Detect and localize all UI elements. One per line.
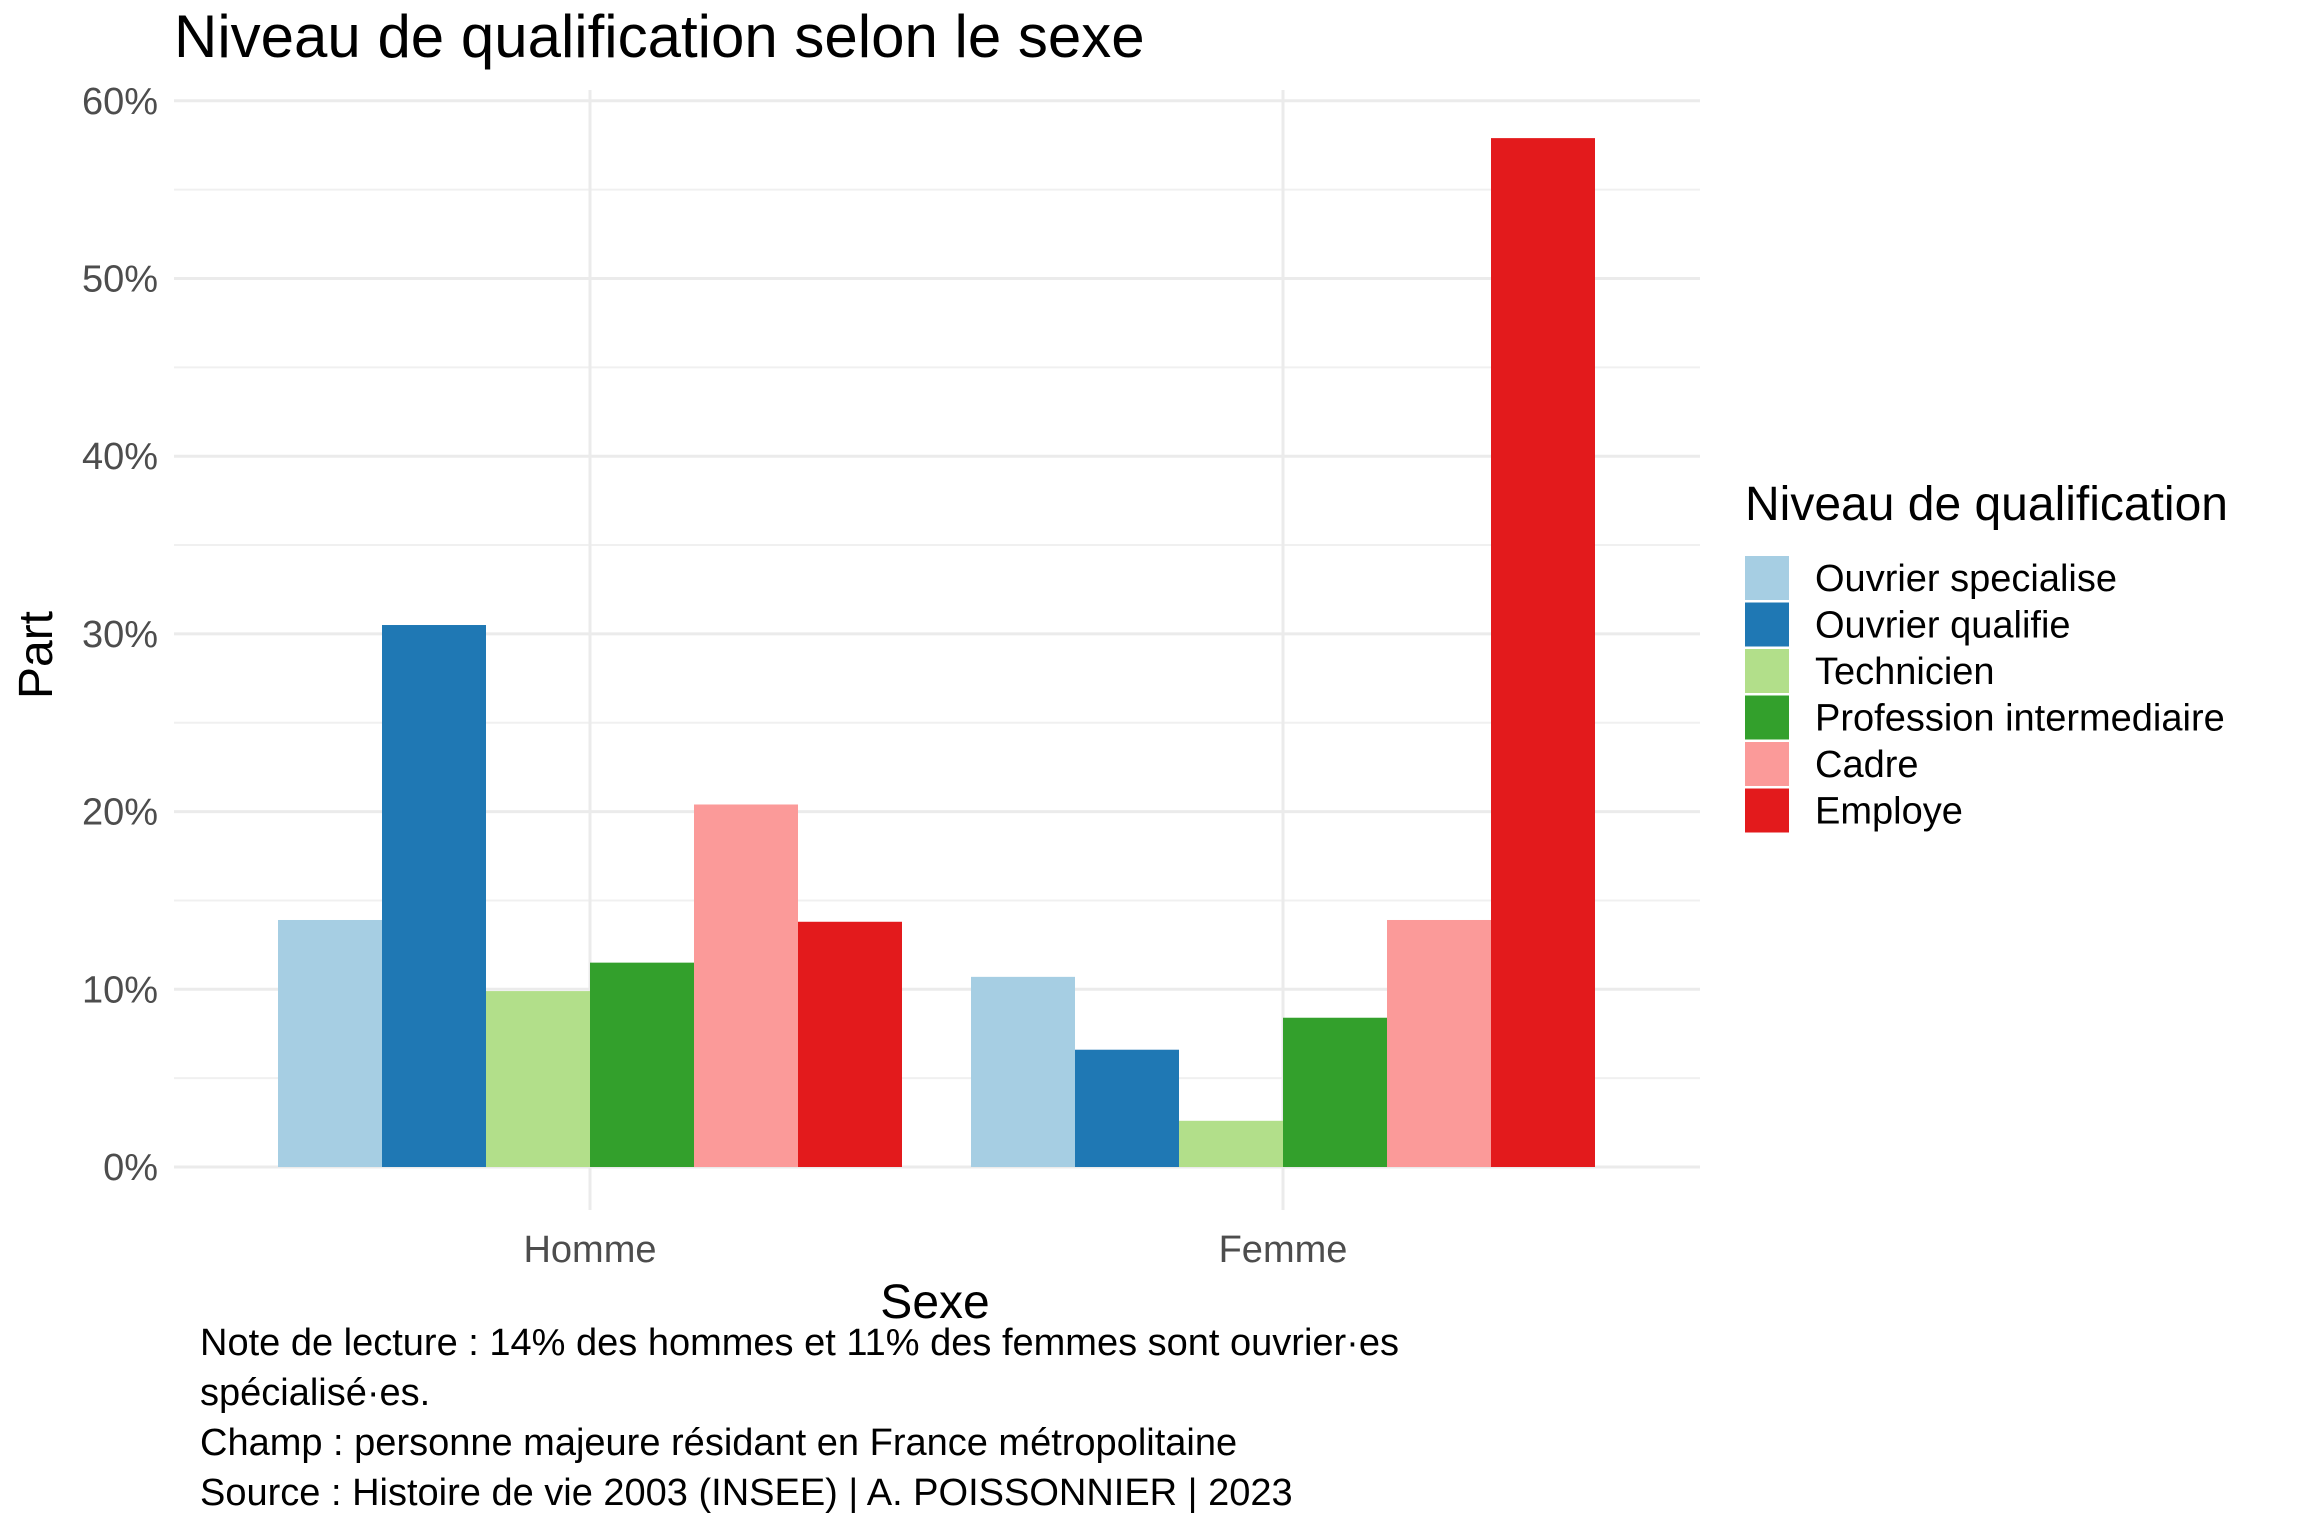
caption-reading-note: Note de lecture : 14% des hommes et 11% …	[200, 1322, 1399, 1364]
legend-label: Technicien	[1815, 651, 1995, 693]
legend-label: Employe	[1815, 791, 1963, 833]
legend-key	[1745, 742, 1789, 786]
legend-key	[1745, 602, 1789, 647]
chart-title: Niveau de qualification selon le sexe	[174, 3, 1145, 70]
legend-label: Profession intermediaire	[1815, 698, 2225, 740]
bar	[590, 962, 694, 1167]
bar	[971, 976, 1075, 1167]
x-tick-label: Homme	[523, 1229, 656, 1271]
legend: Niveau de qualification Ouvrier speciali…	[1745, 478, 2228, 833]
bar	[1283, 1017, 1387, 1167]
caption-reading-note-cont: spécialisé·es.	[200, 1372, 431, 1414]
legend-title: Niveau de qualification	[1745, 478, 2228, 531]
y-tick-label: 10%	[82, 969, 158, 1011]
legend-key	[1745, 695, 1789, 740]
bar	[694, 804, 798, 1167]
legend-label: Ouvrier qualifie	[1815, 605, 2071, 647]
caption-scope: Champ : personne majeure résidant en Fra…	[200, 1422, 1238, 1464]
y-axis-title: Part	[10, 611, 63, 699]
legend-key	[1745, 788, 1789, 833]
y-tick-label: 60%	[82, 81, 158, 123]
y-tick-label: 50%	[82, 259, 158, 301]
bar	[382, 625, 486, 1167]
bar	[1491, 138, 1595, 1168]
legend-label: Ouvrier specialise	[1815, 558, 2117, 600]
bar	[278, 919, 382, 1167]
x-tick-label: Femme	[1219, 1229, 1348, 1271]
y-tick-label: 30%	[82, 614, 158, 656]
caption-source: Source : Histoire de vie 2003 (INSEE) | …	[200, 1472, 1293, 1514]
legend-label: Cadre	[1815, 744, 1919, 786]
bars	[278, 138, 1595, 1168]
bar	[1075, 1049, 1179, 1167]
axes: 0% 10% 20% 30% 40% 50% 60% Homme Femme	[82, 81, 1347, 1271]
bar	[1387, 919, 1491, 1167]
legend-key	[1745, 649, 1789, 693]
y-tick-label: 40%	[82, 436, 158, 478]
bar	[1179, 1120, 1283, 1167]
caption: Note de lecture : 14% des hommes et 11% …	[200, 1318, 1700, 1518]
y-tick-label: 0%	[103, 1147, 158, 1189]
legend-key	[1745, 556, 1789, 600]
bar	[798, 921, 902, 1167]
y-tick-label: 20%	[82, 792, 158, 834]
x-axis-title: Sexe	[880, 1276, 989, 1329]
bar	[486, 991, 590, 1167]
